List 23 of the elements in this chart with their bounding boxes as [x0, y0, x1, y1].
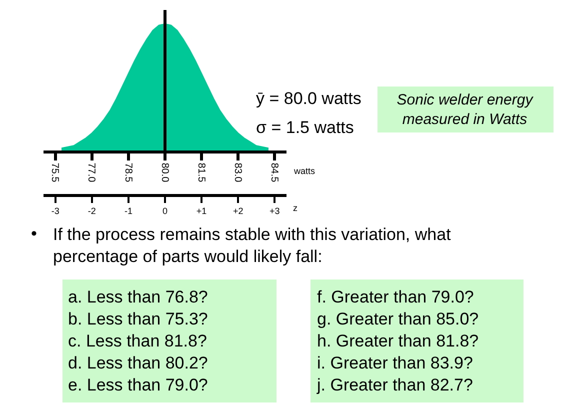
x-tick-label: 81.5 — [195, 162, 206, 183]
x-tick-label: 78.5 — [122, 162, 134, 183]
x-axis-title: watts — [293, 166, 316, 176]
x2-tick-label: +3 — [270, 206, 280, 216]
x-tick-label: 80.0 — [158, 162, 170, 183]
text: a. Less than 76.8? b. Less than 75.3? c. Less than 81.8? d. Less than 80.2? e. Less than 79.0? — [68, 287, 208, 395]
x-tick-label: 77.0 — [86, 162, 97, 183]
x-tick-label: 84.5 — [268, 162, 280, 183]
x2-tick-label: 0 — [162, 206, 168, 216]
x-tick-label: 83.0 — [232, 162, 243, 183]
text: If the process remains stable with this variation, what percentage of parts would likely fall: — [53, 225, 452, 266]
text: Sonic welder energy measured in Watts — [396, 91, 534, 128]
x-tick-label: 75.5 — [49, 162, 60, 183]
x2-tick-label: -2 — [88, 206, 96, 216]
annotation: σ = 1.5 watts — [256, 118, 354, 137]
text: • — [31, 224, 37, 243]
x2-tick-label: -1 — [124, 206, 132, 216]
x2-tick-label: +1 — [196, 206, 207, 216]
text: f. Greater than 79.0? g. Greater than 85.0? h. Greater than 81.8? i. Greater than 83.9? j. Greater than 82.7? — [316, 287, 479, 395]
x2-tick-label: +2 — [232, 206, 244, 216]
x2-axis-title: z — [293, 203, 298, 213]
annotation: ȳ = 80.0 watts — [256, 89, 362, 108]
x2-tick-label: -3 — [51, 206, 60, 216]
